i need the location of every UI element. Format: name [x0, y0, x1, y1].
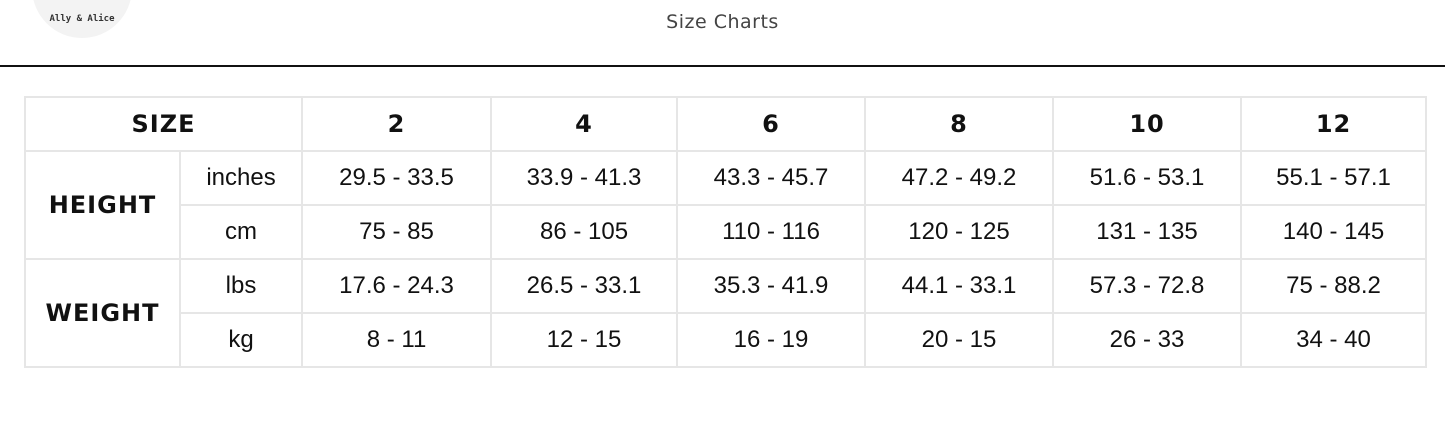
group-label: WEIGHT — [24, 258, 181, 368]
table-cell: 140 - 145 — [1240, 204, 1428, 260]
table-row: kg 8 - 11 12 - 15 16 - 19 20 - 15 26 - 33 34 -… — [25, 312, 1428, 368]
size-column-header: 10 — [1052, 96, 1243, 152]
table-row: HEIGHT inches 29.5 - 33.5 33.9 - 41.3 43.3 -… — [24, 150, 1428, 260]
unit-label: lbs — [178, 258, 304, 314]
table-cell: 43.3 - 45.7 — [676, 150, 867, 206]
size-column-header: 4 — [490, 96, 679, 152]
table-cell: 8 - 11 — [301, 312, 493, 368]
table-cell: 131 - 135 — [1052, 204, 1243, 260]
unit-label: kg — [178, 312, 304, 368]
size-header: SIZE — [23, 96, 304, 152]
group-label: HEIGHT — [24, 150, 181, 260]
table-cell: 12 - 15 — [490, 312, 679, 368]
table-cell: 26 - 33 — [1052, 312, 1243, 368]
table-cell: 29.5 - 33.5 — [301, 150, 493, 206]
page-title: Size Charts — [666, 11, 779, 33]
table-cell: 86 - 105 — [490, 204, 679, 260]
size-column-header: 12 — [1240, 96, 1428, 152]
table-cell: 55.1 - 57.1 — [1240, 150, 1428, 206]
table-cell: 26.5 - 33.1 — [490, 258, 679, 314]
table-cell: 35.3 - 41.9 — [676, 258, 867, 314]
table-cell: 110 - 116 — [676, 204, 867, 260]
table-cell: 34 - 40 — [1240, 312, 1428, 368]
table-row: cm 75 - 85 86 - 105 110 - 116 120 - 125 131 -… — [25, 204, 1428, 260]
divider — [0, 65, 1445, 67]
table-cell: 44.1 - 33.1 — [864, 258, 1055, 314]
size-column-header: 8 — [864, 96, 1055, 152]
unit-label: inches — [178, 150, 304, 206]
table-cell: 47.2 - 49.2 — [864, 150, 1055, 206]
table-cell: 57.3 - 72.8 — [1052, 258, 1243, 314]
size-column-header: 6 — [676, 96, 867, 152]
table-cell: 16 - 19 — [676, 312, 867, 368]
table-cell: 20 - 15 — [864, 312, 1055, 368]
table-cell: 75 - 88.2 — [1240, 258, 1428, 314]
table-row: WEIGHT lbs 17.6 - 24.3 26.5 - 33.1 35.3 - 41… — [24, 258, 1428, 368]
table-cell: 75 - 85 — [301, 204, 493, 260]
table-cell: 17.6 - 24.3 — [301, 258, 493, 314]
header-row: SIZE 2 4 6 8 10 12 — [23, 96, 1428, 152]
size-chart-table: SIZE 2 4 6 8 10 12 HEIGHT inches 29.5 - 33.5 33.9 … — [23, 96, 1428, 368]
table-cell: 51.6 - 53.1 — [1052, 150, 1243, 206]
table-cell: 33.9 - 41.3 — [490, 150, 679, 206]
size-column-header: 2 — [301, 96, 493, 152]
table-cell: 120 - 125 — [864, 204, 1055, 260]
unit-label: cm — [178, 204, 304, 260]
logo-text: Ally & Alice — [49, 14, 115, 24]
